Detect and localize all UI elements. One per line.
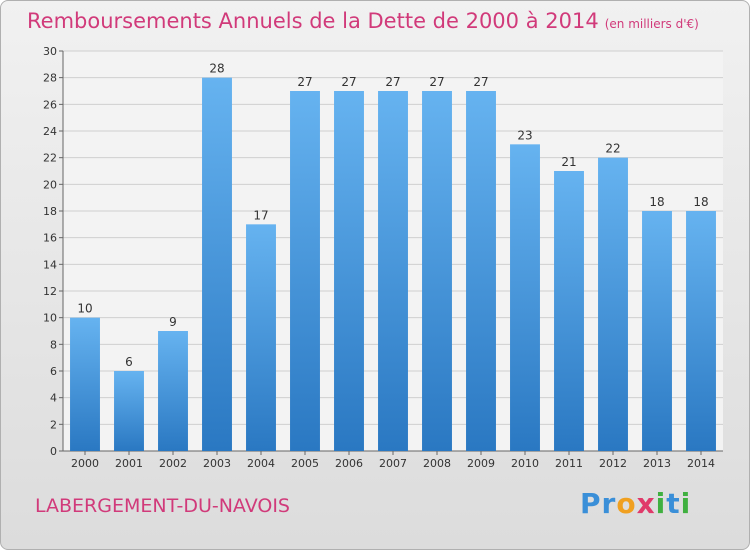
x-tick-label: 2003: [203, 457, 231, 470]
town-name: LABERGEMENT-DU-NAVOIS: [35, 495, 290, 517]
bar-value-label: 21: [561, 155, 576, 169]
bar: [114, 371, 144, 451]
x-tick-label: 2008: [423, 457, 451, 470]
x-tick-label: 2010: [511, 457, 539, 470]
logo-letter: P: [580, 487, 602, 520]
x-tick-label: 2009: [467, 457, 495, 470]
x-tick-label: 2006: [335, 457, 363, 470]
bar-value-label: 17: [253, 208, 268, 222]
y-tick-label: 2: [50, 418, 57, 431]
y-tick-label: 18: [43, 205, 57, 218]
logo-letter: o: [616, 487, 637, 520]
logo-letter: i: [680, 487, 692, 520]
bar-value-label: 10: [77, 302, 92, 316]
x-tick-label: 2000: [71, 457, 99, 470]
x-tick-label: 2005: [291, 457, 319, 470]
bar-value-label: 6: [125, 355, 133, 369]
bar: [598, 157, 628, 451]
bar-value-label: 18: [649, 195, 664, 209]
bar-value-label: 9: [169, 315, 177, 329]
y-tick-label: 14: [43, 258, 57, 271]
bar-value-label: 18: [693, 195, 708, 209]
x-tick-label: 2001: [115, 457, 143, 470]
y-tick-label: 6: [50, 365, 57, 378]
x-tick-label: 2012: [599, 457, 627, 470]
x-tick-label: 2011: [555, 457, 583, 470]
y-tick-label: 30: [43, 45, 57, 58]
unit-note: (en milliers d'€): [604, 17, 699, 31]
x-tick-label: 2002: [159, 457, 187, 470]
bar: [466, 91, 496, 451]
bar: [686, 211, 716, 451]
y-tick-label: 10: [43, 312, 57, 325]
x-tick-label: 2004: [247, 457, 275, 470]
bar: [246, 224, 276, 451]
bar: [202, 77, 232, 452]
bar-value-label: 27: [473, 75, 488, 89]
y-tick-label: 16: [43, 232, 57, 245]
bar: [70, 317, 100, 451]
logo-letter: x: [636, 487, 656, 520]
bar: [334, 91, 364, 451]
bar: [290, 91, 320, 451]
y-tick-label: 12: [43, 285, 57, 298]
logo-letter: t: [666, 487, 681, 520]
logo-letter: r: [601, 487, 617, 520]
y-tick-label: 28: [43, 72, 57, 85]
y-tick-label: 26: [43, 98, 57, 111]
proxiti-logo: Proxiti: [580, 487, 691, 520]
y-tick-label: 8: [50, 338, 57, 351]
x-tick-label: 2007: [379, 457, 407, 470]
chart-title: Remboursements Annuels de la Dette de 20…: [27, 9, 699, 33]
bar-value-label: 23: [517, 128, 532, 142]
y-tick-label: 20: [43, 178, 57, 191]
y-tick-label: 24: [43, 125, 57, 138]
bar-value-label: 27: [429, 75, 444, 89]
y-tick-label: 4: [50, 392, 57, 405]
bar: [554, 171, 584, 451]
bar: [158, 331, 188, 451]
bar: [510, 144, 540, 452]
bar: [642, 211, 672, 451]
title-text: Remboursements Annuels de la Dette de 20…: [27, 9, 599, 33]
bar-value-label: 27: [341, 75, 356, 89]
bar-value-label: 27: [297, 75, 312, 89]
bar-value-label: 28: [209, 62, 224, 76]
x-tick-label: 2013: [643, 457, 671, 470]
x-tick-label: 2014: [687, 457, 715, 470]
bar: [422, 91, 452, 451]
bar-value-label: 27: [385, 75, 400, 89]
y-tick-label: 22: [43, 152, 57, 165]
bar: [378, 91, 408, 451]
bar-value-label: 22: [605, 142, 620, 156]
logo-letter: i: [655, 487, 667, 520]
y-tick-label: 0: [50, 445, 57, 458]
